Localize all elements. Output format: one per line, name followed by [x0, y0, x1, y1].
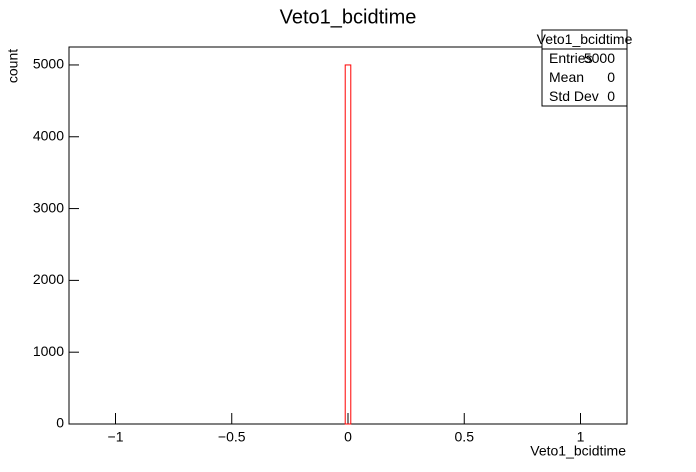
stats-label: Entries [549, 50, 593, 66]
y-tick-label: 0 [56, 415, 64, 431]
stats-label: Std Dev [549, 88, 599, 104]
x-tick-label: −0.5 [218, 429, 246, 445]
stats-value: 0 [607, 88, 615, 104]
x-tick-label: 0.5 [455, 429, 475, 445]
y-axis-label: count [5, 49, 21, 83]
stats-value: 5000 [584, 50, 615, 66]
stats-value: 0 [607, 69, 615, 85]
stats-box [541, 29, 628, 107]
bar [344, 64, 352, 425]
y-tick-label: 5000 [33, 56, 64, 72]
chart-title: Veto1_bcidtime [280, 6, 417, 28]
y-tick-label: 1000 [33, 343, 64, 359]
y-tick-label: 3000 [33, 199, 64, 215]
stats-label: Mean [549, 69, 584, 85]
x-tick-label: −1 [108, 429, 124, 445]
x-tick-label: 0 [344, 429, 352, 445]
x-tick-label: 1 [577, 429, 585, 445]
x-axis-label: Veto1_bcidtime [530, 443, 626, 459]
y-tick-label: 2000 [33, 271, 64, 287]
stats-title: Veto1_bcidtime [537, 31, 633, 47]
y-tick-label: 4000 [33, 127, 64, 143]
